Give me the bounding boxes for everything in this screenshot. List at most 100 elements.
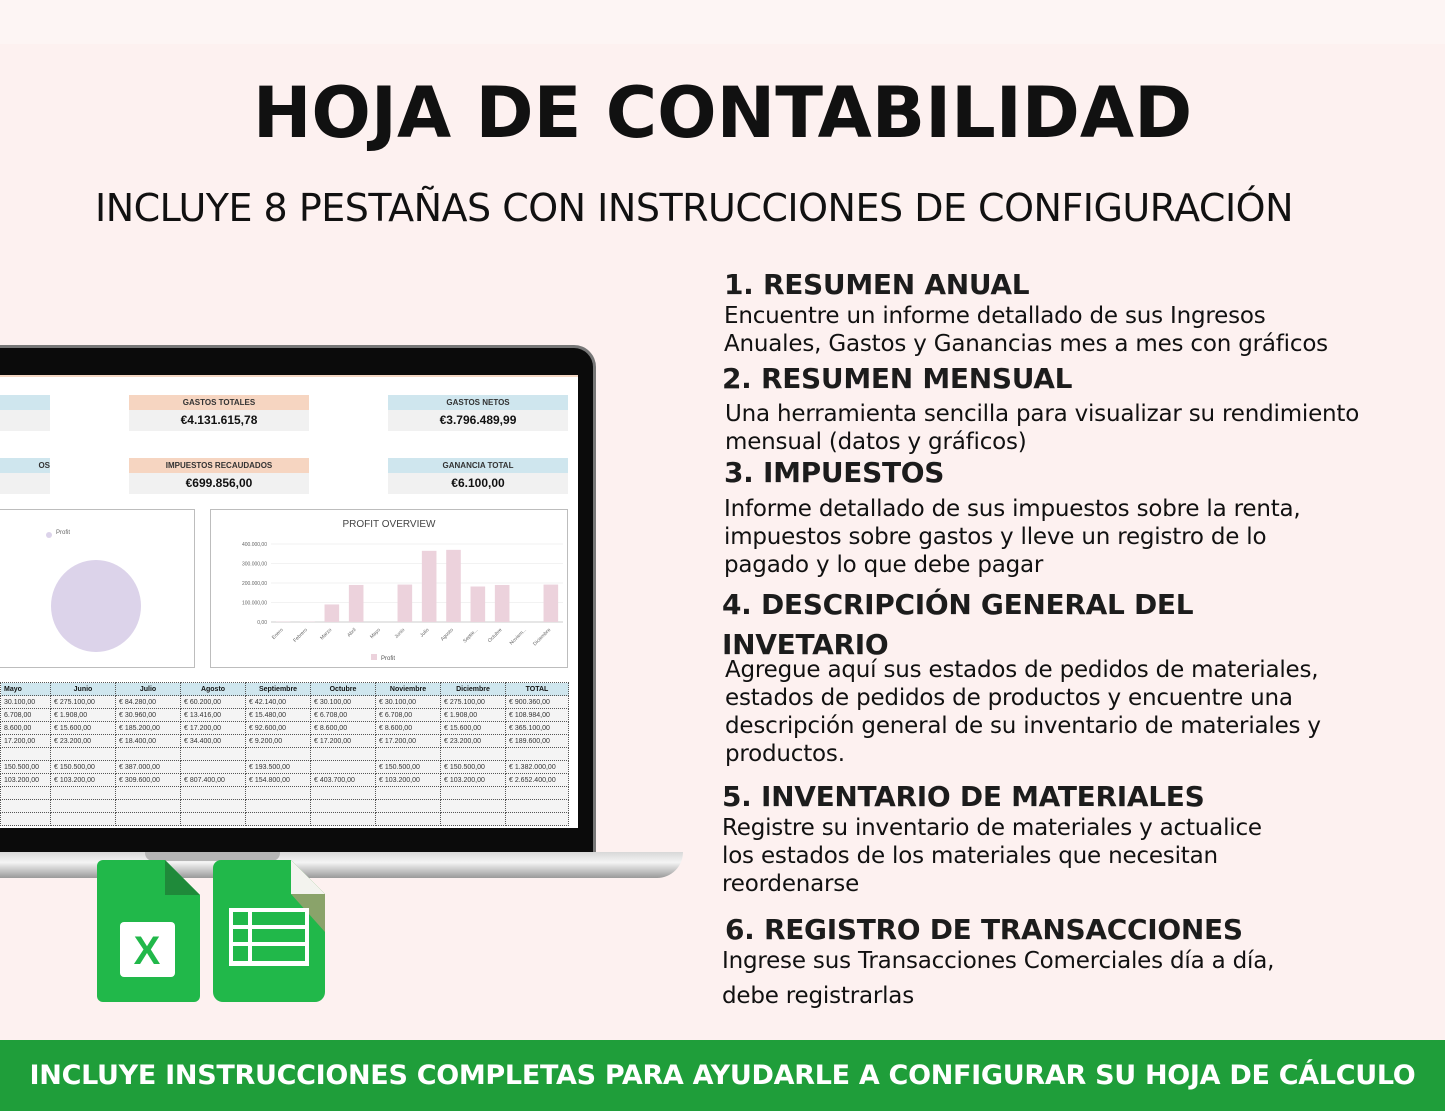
bar (470, 586, 486, 622)
table-cell: € 17.200,00 (375, 734, 441, 748)
table-cell (245, 812, 311, 826)
table-cell: € 18.400,00 (115, 734, 181, 748)
table-cell: € 275.100,00 (440, 695, 506, 709)
table-cell: € 17.200,00 (310, 734, 376, 748)
kpi-card-gastos-totales: GASTOS TOTALES €4.131.615,78 (129, 395, 309, 431)
section-heading-line2: INVETARIO (722, 628, 889, 661)
table-cell: 103.200,00 (0, 773, 51, 787)
table-cell (310, 812, 376, 826)
section-registro-transacciones: 6. REGISTRO DE TRANSACCIONES Ingrese sus… (722, 913, 1422, 1010)
x-tick-label: Septie... (462, 627, 479, 644)
table-cell: € 17.200,00 (180, 721, 246, 735)
table-row: 17.200,00 € 23.200,00 € 18.400,00 € 34.400,… (0, 734, 569, 748)
table-header: Agosto (180, 682, 246, 696)
table-header: Septiembre (245, 682, 311, 696)
table-cell: € 30.100,00 (375, 695, 441, 709)
table-header: Mayo (0, 682, 51, 696)
kpi-card-partial-1: 0 (0, 395, 50, 431)
data-table: Mayo Junio Julio Agosto Septiembre Octubre Nov… (0, 682, 569, 826)
bar (421, 550, 437, 622)
table-cell: € 30.960,00 (115, 708, 181, 722)
table-cell: € 1.908,00 (440, 708, 506, 722)
table-cell: € 8.600,00 (310, 721, 376, 735)
table-cell (180, 747, 246, 761)
section-text: productos. (725, 741, 845, 767)
section-text: Informe detallado de sus impuestos sobre… (724, 496, 1301, 522)
bar (348, 584, 364, 622)
legend-label: Profit (381, 656, 395, 662)
table-cell (375, 799, 441, 813)
table-header: Junio (50, 682, 116, 696)
table-cell: € 6.708,00 (310, 708, 376, 722)
legend-swatch (371, 654, 377, 660)
table-cell (180, 812, 246, 826)
table-cell: € 387.000,00 (115, 760, 181, 774)
table-cell: € 60.200,00 (180, 695, 246, 709)
x-tick-label: Marzo (319, 627, 333, 641)
table-cell: € 13.416,00 (180, 708, 246, 722)
bar (446, 549, 461, 622)
table-cell: € 84.280,00 (115, 695, 181, 709)
table-cell (505, 747, 569, 761)
excel-icon: X (97, 860, 200, 1002)
table-cell (50, 786, 116, 800)
section-text: mensual (datos y gráficos) (725, 429, 1027, 455)
table-cell: € 92.600,00 (245, 721, 311, 735)
table-cell: € 103.200,00 (375, 773, 441, 787)
section-inventario-general: 4. DESCRIPCIÓN GENERAL DEL INVETARIO Agr… (722, 588, 1422, 768)
y-tick-label: 100.000,00 (242, 601, 267, 607)
table-cell (310, 747, 376, 761)
section-text: Ingrese sus Transacciones Comerciales dí… (722, 948, 1275, 974)
table-header: TOTAL (505, 682, 569, 696)
table-cell (440, 799, 506, 813)
section-inventario-materiales: 5. INVENTARIO DE MATERIALES Registre su … (722, 780, 1422, 898)
y-tick-label: 400.000,00 (242, 542, 267, 548)
table-cell: € 1.382.000,00 (505, 760, 569, 774)
section-text: debe registrarlas (722, 983, 914, 1009)
table-cell: 8.600,00 (0, 721, 51, 735)
section-text: Encuentre un informe detallado de sus In… (724, 303, 1266, 329)
table-cell (245, 786, 311, 800)
table-header: Diciembre (440, 682, 506, 696)
section-heading: 1. RESUMEN ANUAL (724, 268, 1030, 301)
section-text: descripción general de su inventario de … (725, 713, 1321, 739)
kpi-card-ganancia: GANANCIA TOTAL €6.100,00 (388, 458, 568, 494)
table-cell (310, 799, 376, 813)
x-tick-label: Julio (419, 627, 431, 639)
table-row (0, 799, 569, 813)
table-cell (50, 799, 116, 813)
x-tick-label: Agosto (440, 627, 455, 642)
section-text: pagado y lo que debe pagar (724, 552, 1044, 578)
x-tick-label: Noviem... (509, 627, 528, 646)
table-cell (245, 799, 311, 813)
pie-chart: Profit (0, 509, 195, 668)
table-cell: 150.500,00 (0, 760, 51, 774)
table-cell (440, 786, 506, 800)
y-tick-label: 300.000,00 (242, 562, 267, 568)
table-cell: € 42.140,00 (245, 695, 311, 709)
table-cell: € 15.600,00 (440, 721, 506, 735)
table-cell: € 365.100,00 (505, 721, 569, 735)
table-cell: € 23.200,00 (50, 734, 116, 748)
x-tick-label: Abril (346, 627, 357, 638)
laptop-notch (145, 852, 280, 861)
table-header: Julio (115, 682, 181, 696)
section-heading: 2. RESUMEN MENSUAL (722, 362, 1073, 395)
page-subtitle: INCLUYE 8 PESTAÑAS CON INSTRUCCIONES DE … (95, 186, 1294, 230)
x-tick-label: Enero (271, 627, 285, 641)
x-tick-label: Junio (394, 627, 407, 640)
table-cell: € 1.908,00 (50, 708, 116, 722)
table-cell (505, 799, 569, 813)
table-cell: € 103.200,00 (440, 773, 506, 787)
page-title: HOJA DE CONTABILIDAD (252, 72, 1193, 154)
kpi-card-partial-2: OS (0, 458, 50, 494)
table-cell: € 150.500,00 (50, 760, 116, 774)
bar-chart: PROFIT OVERVIEW Profit 0,00 100.000,00 200… (210, 509, 568, 668)
table-row (0, 786, 569, 800)
table-cell: € 23.200,00 (440, 734, 506, 748)
table-cell (375, 786, 441, 800)
footer-banner: INCLUYE INSTRUCCIONES COMPLETAS PARA AYU… (0, 1040, 1445, 1111)
section-text: impuestos sobre gastos y lleve un regist… (724, 524, 1267, 550)
table-cell (310, 786, 376, 800)
table-cell (440, 812, 506, 826)
